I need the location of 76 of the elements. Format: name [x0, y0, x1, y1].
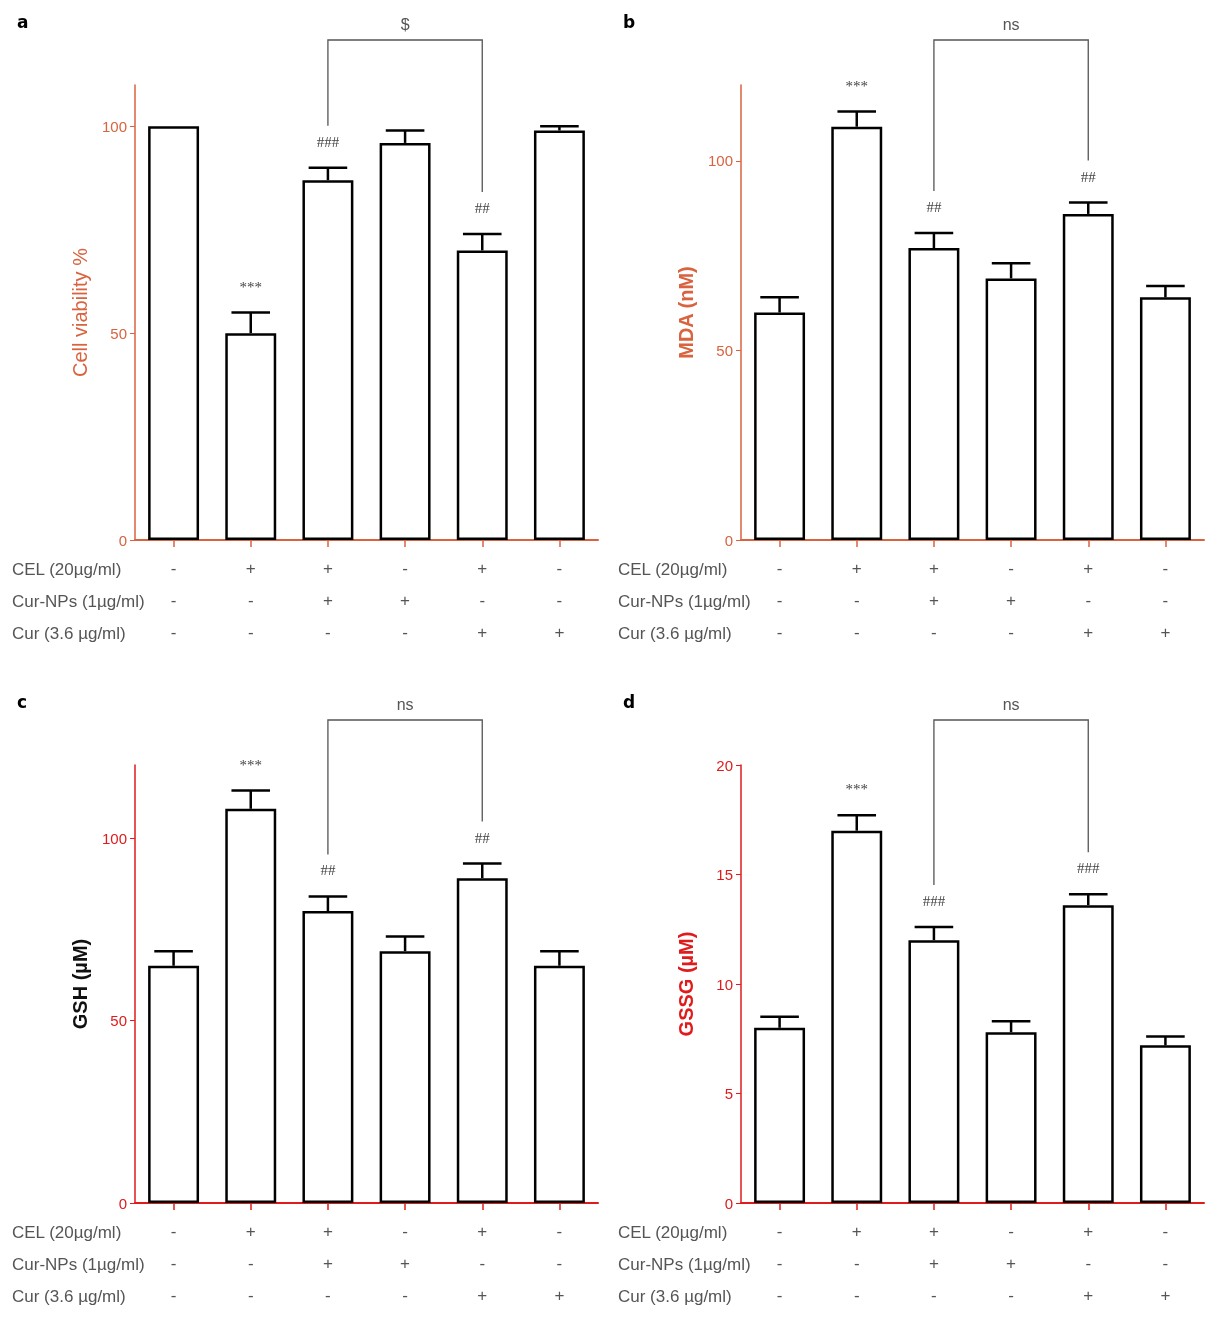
annotation: ###: [1077, 860, 1100, 877]
text: Cur-NPs (1µg/ml): [618, 592, 751, 611]
y-tick-label: 0: [724, 1194, 733, 1212]
x-tick-label: + - -: [245, 558, 256, 642]
y-tick-label: 5: [724, 1085, 733, 1102]
y-tick-label: 50: [110, 324, 127, 342]
text: Cur (3.6 µg/ml): [12, 1287, 126, 1306]
y-tick-label: 20: [716, 756, 733, 774]
y-axis-title: MDA (nM): [675, 266, 697, 359]
x-tick-label: - - +: [1160, 1221, 1171, 1305]
x-tick-label: + + -: [322, 1221, 333, 1305]
x-tick-label: - + -: [400, 1221, 411, 1305]
y-tick-label: 100: [101, 829, 127, 847]
text: Cur (3.6 µg/ml): [618, 624, 732, 643]
y-tick-label: 0: [724, 531, 733, 549]
x-tick-label: + + -: [322, 558, 333, 642]
text: Cur-NPs (1µg/ml): [618, 1255, 751, 1274]
x-tick-label: + + -: [928, 1221, 939, 1305]
x-tick-label: - - -: [170, 1221, 177, 1305]
x-tick-label: - - +: [554, 558, 565, 642]
x-tick-label: - - +: [1160, 558, 1171, 642]
x-tick-label: + - +: [1083, 1221, 1094, 1305]
y-axis-title: GSSG (µM): [675, 931, 697, 1037]
x-tick-label: - - +: [554, 1221, 565, 1305]
x-tick-label: - + -: [1006, 1221, 1017, 1305]
annotation: ***: [845, 77, 868, 94]
annotation: ***: [239, 756, 262, 773]
x-tick-label: + - +: [477, 1221, 488, 1305]
text: Cur (3.6 µg/ml): [12, 624, 126, 643]
text: ns: [396, 695, 414, 713]
annotation: ##: [320, 862, 336, 879]
text: Cur-NPs (1µg/ml): [12, 592, 145, 611]
x-tick-label: - + -: [1006, 558, 1017, 642]
y-axis-title: GSH (µM): [69, 938, 91, 1030]
annotation: ***: [845, 781, 868, 798]
x-tick-label: - + -: [400, 558, 411, 642]
y-axis-title: Cell viability %: [69, 247, 91, 377]
chart-title: d: [623, 691, 636, 712]
annotation: ###: [922, 893, 946, 910]
y-tick-label: 50: [716, 341, 733, 359]
x-tick-label: + - -: [851, 558, 862, 642]
x-tick-label: + - +: [1083, 558, 1094, 642]
x-tick-label: + - -: [851, 1221, 862, 1305]
x-tick-label: + - +: [477, 558, 488, 642]
x-tick-label: + - -: [245, 1221, 256, 1305]
y-tick-label: 0: [118, 531, 127, 549]
annotation: ###: [316, 133, 340, 150]
y-tick-label: 10: [716, 975, 733, 993]
annotation: ***: [239, 278, 262, 295]
text: Cur-NPs (1µg/ml): [12, 1255, 145, 1274]
text: $: [400, 15, 410, 33]
annotation: ##: [474, 199, 491, 216]
y-tick-label: 0: [118, 1194, 127, 1212]
y-tick-label: 50: [110, 1012, 127, 1029]
text: CEL (20µg/ml): [618, 1223, 728, 1242]
y-tick-label: 100: [707, 152, 733, 170]
bar: [533, 130, 585, 540]
x-tick-label: - - -: [170, 558, 177, 642]
text: ns: [1002, 15, 1020, 33]
x-tick-label: + + -: [928, 558, 939, 642]
annotation: ##: [1080, 168, 1097, 185]
text: CEL (20µg/ml): [12, 560, 122, 579]
y-tick-label: 100: [101, 117, 127, 135]
chart-title: b: [623, 11, 636, 32]
text: ns: [1002, 695, 1020, 713]
annotation: ##: [926, 198, 942, 215]
text: CEL (20µg/ml): [618, 560, 728, 579]
y-tick-label: 15: [716, 866, 733, 883]
bar: [148, 126, 200, 540]
text: Cur (3.6 µg/ml): [618, 1287, 732, 1306]
x-tick-label: - - -: [776, 1221, 783, 1305]
chart-title: c: [17, 691, 28, 712]
chart-title: a: [17, 11, 29, 32]
text: CEL (20µg/ml): [12, 1223, 122, 1242]
x-tick-label: - - -: [776, 558, 783, 642]
annotation: ##: [474, 829, 491, 846]
